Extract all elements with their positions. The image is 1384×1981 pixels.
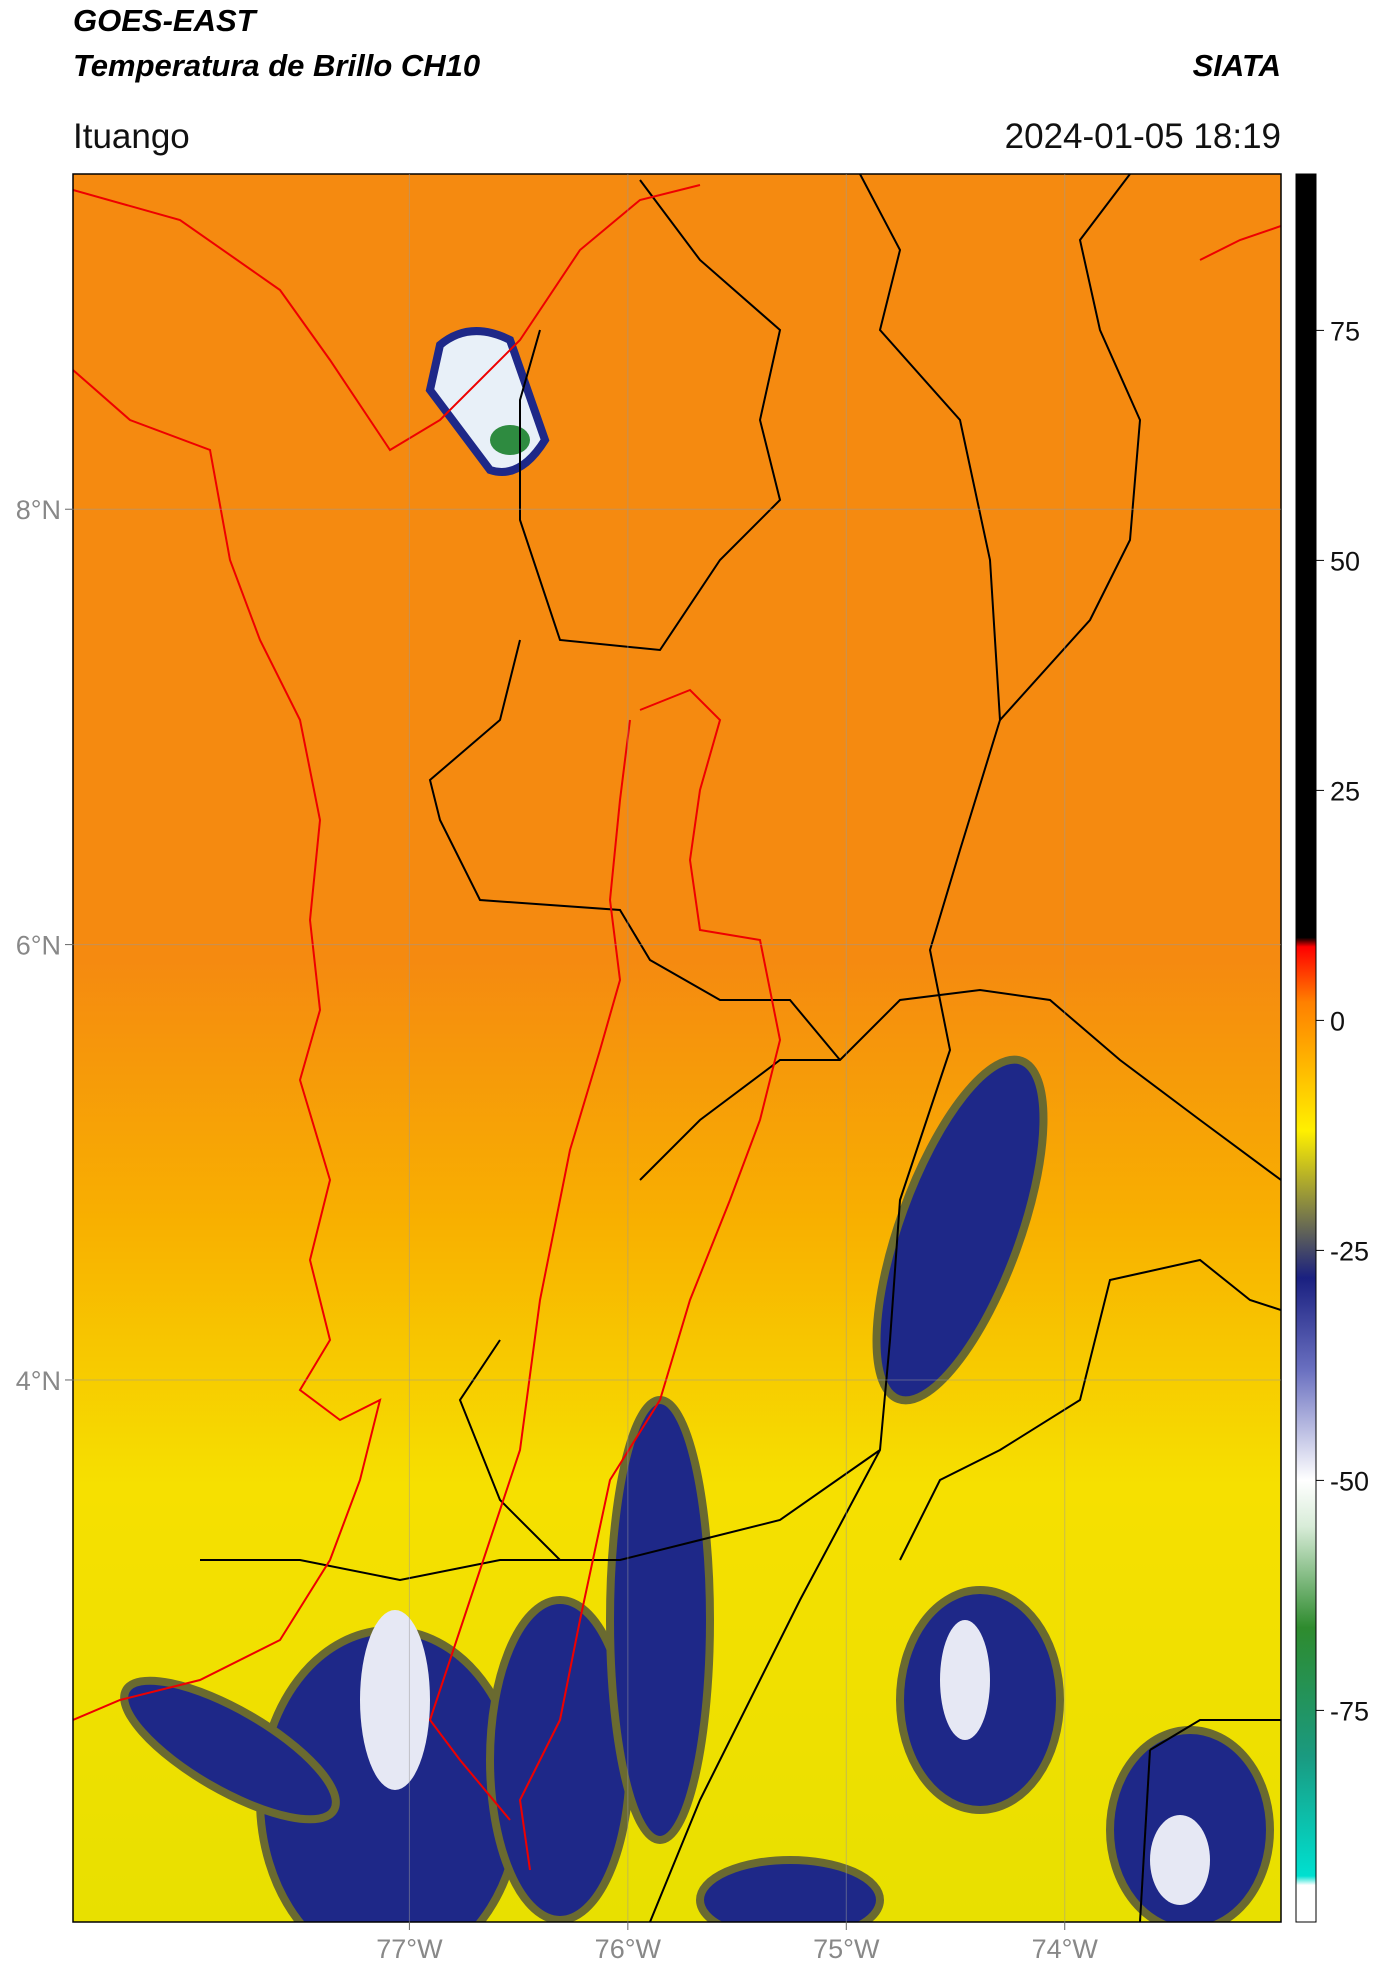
colorbar-tick-label: -25 xyxy=(1330,1236,1369,1266)
map-frame xyxy=(72,173,1282,1923)
borders xyxy=(200,174,1281,1922)
source: SIATA xyxy=(1193,48,1281,83)
x-tick-label: 76°W xyxy=(595,1934,662,1964)
y-tick-label: 4°N xyxy=(16,1366,61,1396)
datetime: 2024-01-05 18:19 xyxy=(1005,117,1281,156)
title: GOES-EAST xyxy=(73,3,259,38)
cold-core xyxy=(490,425,530,455)
x-tick-label: 77°W xyxy=(376,1934,443,1964)
colorbar-tick-label: 75 xyxy=(1330,316,1360,346)
cold-cores xyxy=(360,1610,1210,1905)
y-tick-label: 6°N xyxy=(16,931,61,961)
colorbar-tick-label: -75 xyxy=(1330,1696,1369,1726)
subtitle: Temperatura de Brillo CH10 xyxy=(73,48,480,83)
colorbar-tick-label: 25 xyxy=(1330,776,1360,806)
x-tick-label: 75°W xyxy=(813,1934,880,1964)
map-image xyxy=(73,174,1281,1922)
location: Ituango xyxy=(73,117,190,156)
y-tick-label: 8°N xyxy=(16,495,61,525)
colorbar-tick-label: 50 xyxy=(1330,546,1360,576)
colorbar-tick-label: 0 xyxy=(1330,1006,1345,1036)
x-tick-label: 74°W xyxy=(1032,1934,1099,1964)
colorbar-tick-label: -50 xyxy=(1330,1466,1369,1496)
colorbar xyxy=(1295,173,1317,1923)
coastline xyxy=(73,184,1281,1871)
